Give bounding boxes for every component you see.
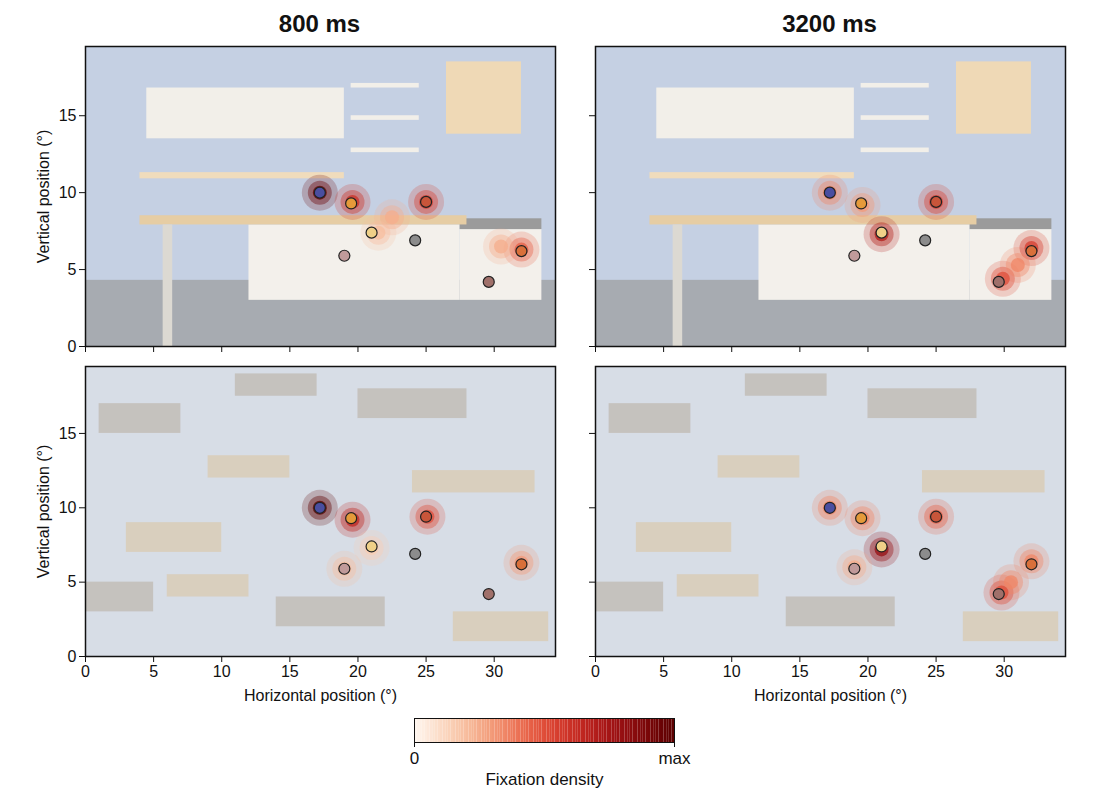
svg-text:0: 0 — [67, 338, 76, 355]
svg-text:max: max — [658, 749, 691, 768]
svg-text:10: 10 — [58, 499, 76, 516]
svg-text:0: 0 — [591, 663, 600, 680]
svg-text:Horizontal position (°): Horizontal position (°) — [753, 687, 906, 704]
svg-text:20: 20 — [859, 663, 877, 680]
svg-text:30: 30 — [995, 663, 1013, 680]
svg-text:25: 25 — [927, 663, 945, 680]
svg-text:25: 25 — [417, 663, 435, 680]
svg-text:0: 0 — [81, 663, 90, 680]
svg-text:Fixation density: Fixation density — [485, 770, 604, 789]
svg-text:5: 5 — [67, 261, 76, 278]
svg-text:15: 15 — [790, 663, 808, 680]
svg-text:15: 15 — [280, 663, 298, 680]
svg-text:Vertical position (°): Vertical position (°) — [34, 445, 51, 579]
svg-text:0: 0 — [67, 648, 76, 665]
svg-text:20: 20 — [349, 663, 367, 680]
svg-text:Vertical position (°): Vertical position (°) — [34, 130, 51, 264]
svg-text:Horizontal position (°): Horizontal position (°) — [243, 687, 396, 704]
svg-text:15: 15 — [58, 107, 76, 124]
svg-text:5: 5 — [149, 663, 158, 680]
svg-text:15: 15 — [58, 425, 76, 442]
svg-text:0: 0 — [409, 749, 418, 768]
html-text:800 ms: 800 ms — [278, 10, 361, 37]
svg-text:30: 30 — [485, 663, 503, 680]
svg-text:10: 10 — [58, 184, 76, 201]
html-text:3200 ms: 3200 ms — [782, 10, 877, 37]
svg-text:5: 5 — [659, 663, 668, 680]
svg-text:10: 10 — [722, 663, 740, 680]
svg-text:5: 5 — [67, 573, 76, 590]
svg-text:10: 10 — [212, 663, 230, 680]
